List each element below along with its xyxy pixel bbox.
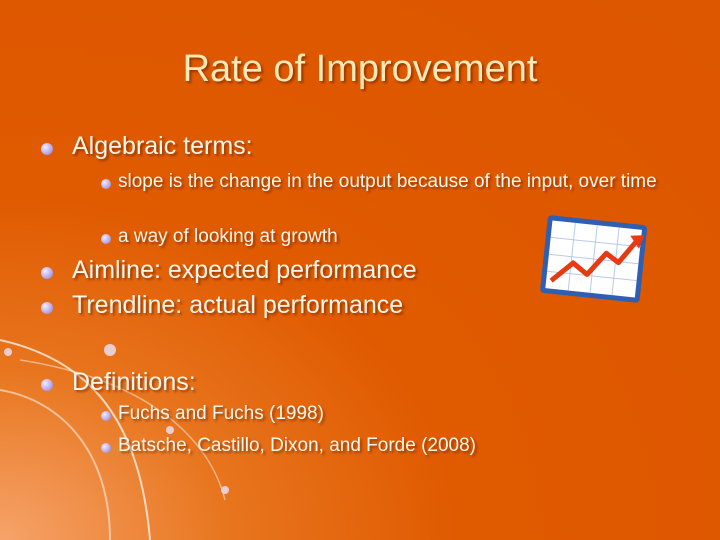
sub-bullet-text: Fuchs and Fuchs (1998) bbox=[118, 403, 324, 424]
sub-bullet bbox=[101, 179, 111, 189]
slide-title: Rate of Improvement bbox=[182, 48, 538, 90]
bullet bbox=[41, 267, 53, 279]
sub-bullet-text: slope is the change in the output becaus… bbox=[118, 171, 657, 192]
bullet-text: Algebraic terms: bbox=[72, 132, 253, 160]
sub-bullet-text: Batsche, Castillo, Dixon, and Forde (200… bbox=[118, 435, 477, 456]
bullet-text: Aimline: expected performance bbox=[72, 256, 417, 284]
sub-bullet-text: a way of looking at growth bbox=[118, 226, 338, 247]
bullet bbox=[41, 379, 53, 391]
sub-bullet bbox=[101, 443, 111, 453]
sub-bullet bbox=[101, 234, 111, 244]
bullet-text: Definitions: bbox=[72, 368, 196, 396]
bullet-text: Trendline: actual performance bbox=[72, 291, 404, 319]
sub-bullet bbox=[101, 411, 111, 421]
bullet bbox=[41, 143, 53, 155]
bullet bbox=[41, 302, 53, 314]
